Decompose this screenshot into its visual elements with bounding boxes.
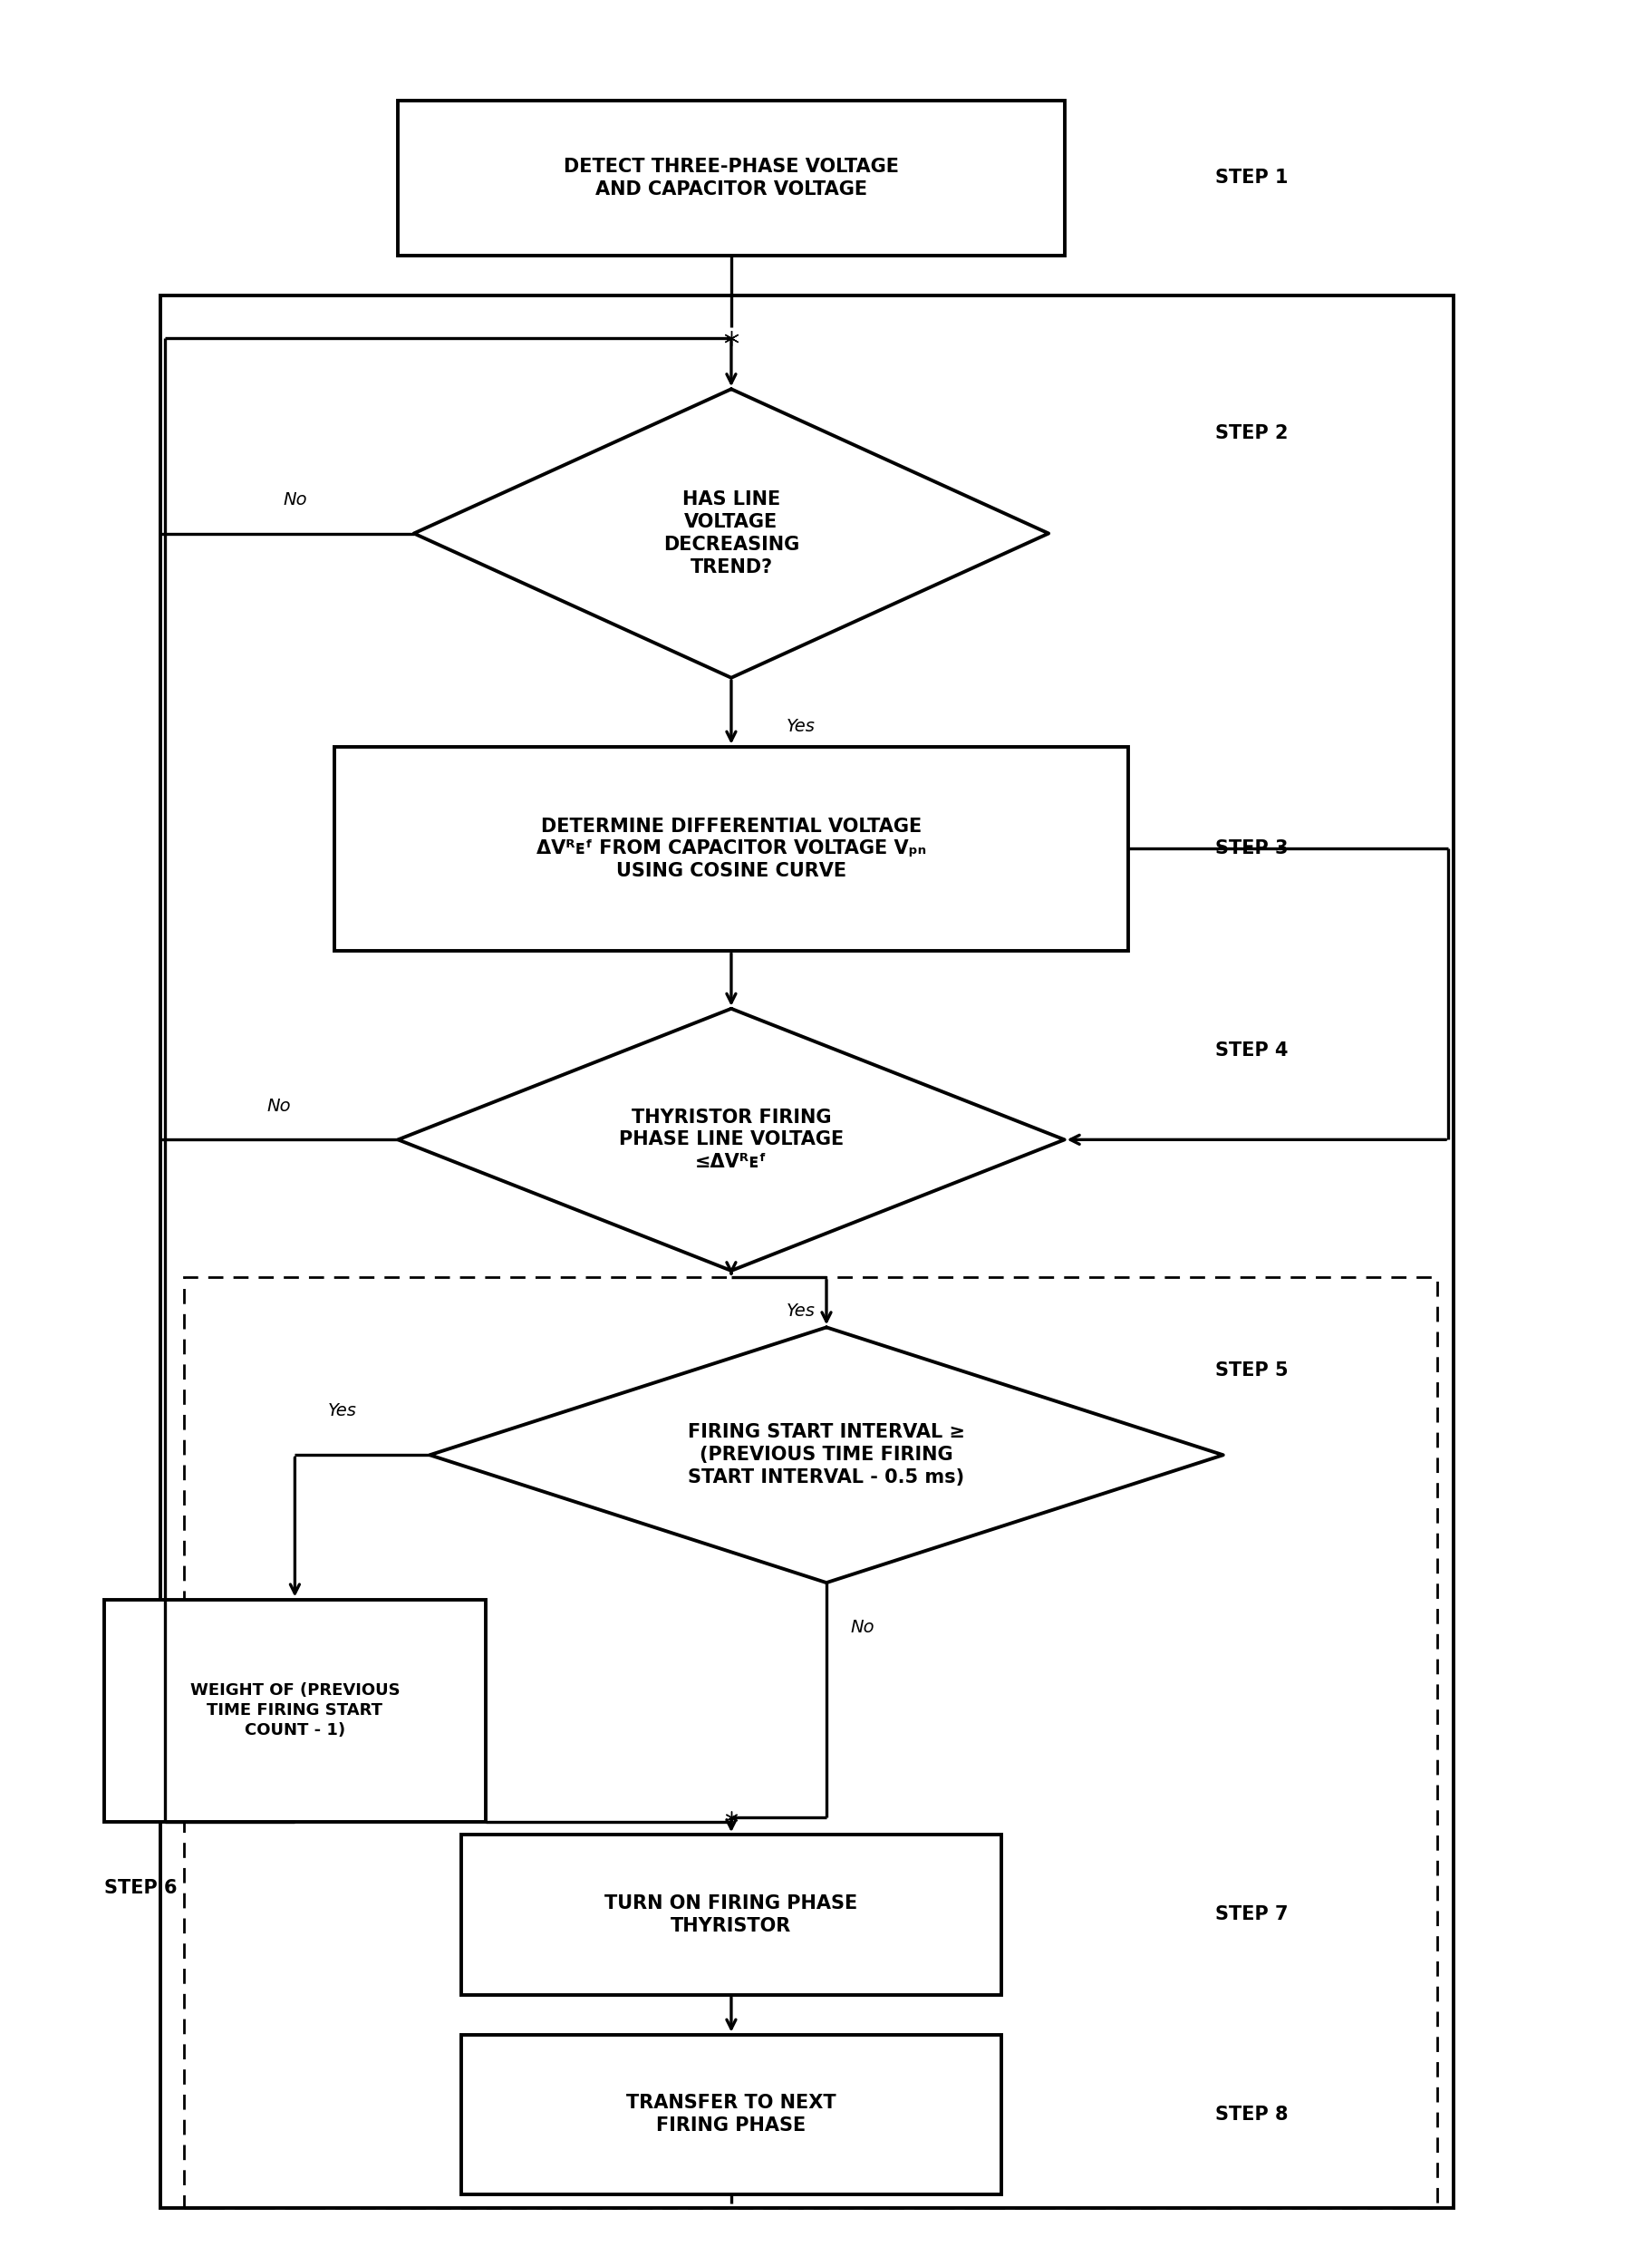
- Text: TURN ON FIRING PHASE
THYRISTOR: TURN ON FIRING PHASE THYRISTOR: [605, 1894, 857, 1935]
- FancyBboxPatch shape: [104, 1600, 486, 1822]
- Text: STEP 5: STEP 5: [1214, 1362, 1287, 1380]
- Text: STEP 4: STEP 4: [1214, 1042, 1287, 1060]
- Text: TRANSFER TO NEXT
FIRING PHASE: TRANSFER TO NEXT FIRING PHASE: [626, 2094, 836, 2135]
- Polygon shape: [413, 390, 1047, 678]
- Text: No: No: [849, 1618, 874, 1636]
- Text: STEP 8: STEP 8: [1214, 2105, 1287, 2123]
- FancyBboxPatch shape: [398, 100, 1064, 256]
- Text: FIRING START INTERVAL ≥
(PREVIOUS TIME FIRING
START INTERVAL - 0.5 ms): FIRING START INTERVAL ≥ (PREVIOUS TIME F…: [687, 1423, 965, 1486]
- Text: STEP 2: STEP 2: [1214, 424, 1287, 442]
- Text: STEP 3: STEP 3: [1214, 841, 1287, 859]
- Text: STEP 7: STEP 7: [1214, 1906, 1287, 1924]
- Polygon shape: [430, 1328, 1222, 1582]
- Text: WEIGHT OF (PREVIOUS
TIME FIRING START
COUNT - 1): WEIGHT OF (PREVIOUS TIME FIRING START CO…: [190, 1681, 400, 1738]
- Polygon shape: [398, 1008, 1064, 1271]
- Text: HAS LINE
VOLTAGE
DECREASING
TREND?: HAS LINE VOLTAGE DECREASING TREND?: [662, 492, 800, 576]
- Text: Yes: Yes: [786, 1303, 814, 1319]
- Text: Yes: Yes: [327, 1403, 357, 1419]
- Text: STEP 6: STEP 6: [104, 1879, 177, 1897]
- FancyBboxPatch shape: [461, 2035, 1001, 2193]
- FancyBboxPatch shape: [461, 1835, 1001, 1994]
- Text: No: No: [282, 492, 307, 508]
- Text: THYRISTOR FIRING
PHASE LINE VOLTAGE
≤ΔVᴿᴇᶠ: THYRISTOR FIRING PHASE LINE VOLTAGE ≤ΔVᴿ…: [618, 1108, 843, 1172]
- Text: Yes: Yes: [786, 718, 814, 734]
- Text: DETERMINE DIFFERENTIAL VOLTAGE
ΔVᴿᴇᶠ FROM CAPACITOR VOLTAGE Vₚₙ
USING COSINE CUR: DETERMINE DIFFERENTIAL VOLTAGE ΔVᴿᴇᶠ FRO…: [535, 818, 925, 879]
- FancyBboxPatch shape: [334, 746, 1127, 952]
- Text: No: No: [268, 1097, 291, 1115]
- Text: DETECT THREE-PHASE VOLTAGE
AND CAPACITOR VOLTAGE: DETECT THREE-PHASE VOLTAGE AND CAPACITOR…: [563, 159, 899, 199]
- Text: STEP 1: STEP 1: [1214, 170, 1287, 188]
